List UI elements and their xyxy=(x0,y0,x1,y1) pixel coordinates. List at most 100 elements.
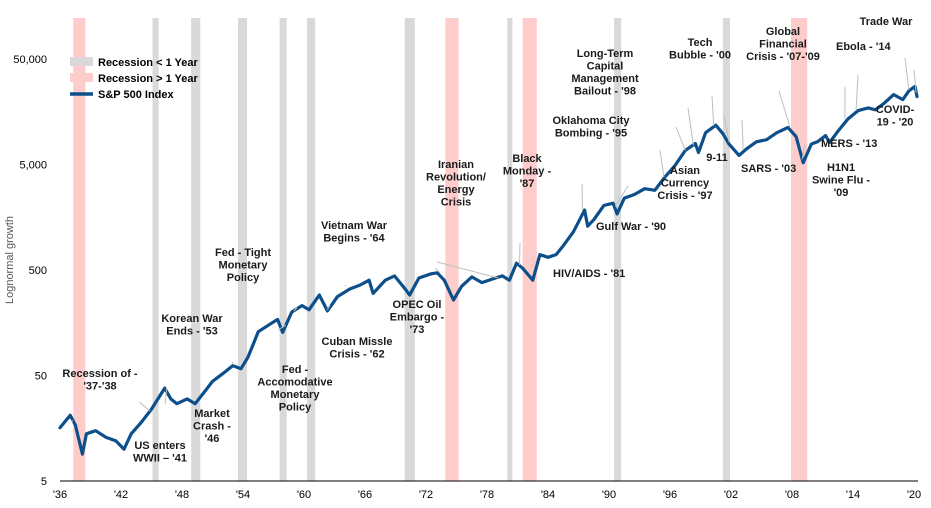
annotation-leader xyxy=(855,74,859,111)
annotation-text: Long-Term xyxy=(577,48,634,60)
x-tick-label: '72 xyxy=(419,489,433,501)
annotation: MERS - '13 xyxy=(821,86,877,150)
legend-item: S&P 500 Index xyxy=(70,89,174,101)
recession-band-long xyxy=(73,18,86,481)
y-tick-label: 5,000 xyxy=(19,160,47,172)
annotation-text: Currency xyxy=(661,178,710,190)
recession-band-short xyxy=(237,18,248,481)
x-tick-label: '02 xyxy=(724,489,738,501)
x-tick-label: '42 xyxy=(114,489,128,501)
y-tick-label: 50,000 xyxy=(13,54,47,66)
annotation-text: Crisis - '62 xyxy=(329,349,384,361)
annotation-leader xyxy=(164,388,168,405)
annotation-text: Management xyxy=(571,73,639,85)
annotation-text: 19 - '20 xyxy=(877,117,914,129)
annotation: COVID-19 - '20 xyxy=(876,69,917,129)
annotation-text: 9-11 xyxy=(706,152,727,164)
annotation-text: Gulf War - '90 xyxy=(596,221,666,233)
annotation-text: Trade War xyxy=(860,16,913,28)
annotation-text: Vietnam War xyxy=(321,220,388,232)
annotation-text: Fed - Tight xyxy=(215,247,271,259)
annotation-text: Korean War xyxy=(161,313,223,325)
annotation-text: Policy xyxy=(279,402,312,414)
legend: Recession < 1 Year Recession > 1 Year S&P … xyxy=(70,57,199,101)
recession-band-long xyxy=(445,18,459,481)
annotation-text: Crisis - '07-'09 xyxy=(746,51,820,63)
annotation-text: Begins - '64 xyxy=(323,233,385,245)
annotation-text: Accomodative xyxy=(257,377,332,389)
annotation-text: MERS - '13 xyxy=(821,138,877,150)
annotation-leader xyxy=(741,119,744,150)
recession-band-short xyxy=(507,18,513,481)
y-tick-label: 500 xyxy=(29,265,47,277)
recession-band-short xyxy=(279,18,287,481)
annotation-text: Bombing - '95 xyxy=(555,128,627,140)
legend-label: Recession > 1 Year xyxy=(98,73,199,85)
x-tick-label: '20 xyxy=(907,489,921,501)
annotation-text: Crisis - '97 xyxy=(657,190,712,202)
annotation-text: Energy xyxy=(437,184,475,196)
annotation-leader xyxy=(436,261,499,279)
annotation-text: H1N1 xyxy=(827,162,855,174)
x-tick-label: '48 xyxy=(175,489,189,501)
annotation-text: Market xyxy=(194,408,230,420)
annotation-leader xyxy=(277,324,286,331)
y-axis-label: Lognormal growth xyxy=(4,216,16,304)
recession-band-short xyxy=(152,18,159,481)
x-tick-label: '08 xyxy=(785,489,799,501)
annotation-leader xyxy=(778,90,791,128)
recession-band-long xyxy=(790,18,808,481)
annotation-text: '87 xyxy=(520,178,535,190)
x-tick-labels: '36 '42 '48 '54 '60 '66 '72 '78 '84 '90 '96 '02 '08 '… xyxy=(53,489,921,501)
y-tick-labels: 5 50 500 5,000 50,000 xyxy=(13,54,47,488)
annotation-leader xyxy=(904,57,910,90)
annotation-leader xyxy=(581,183,584,211)
annotation-text: HIV/AIDS - '81 xyxy=(553,268,625,280)
x-tick-label: '36 xyxy=(53,489,67,501)
series xyxy=(58,84,919,456)
annotation-text: Oklahoma City xyxy=(552,115,630,127)
annotation-leader xyxy=(913,69,917,93)
recession-band-short xyxy=(722,18,730,481)
annotation-leader xyxy=(231,361,235,366)
annotation-text: US enters xyxy=(134,440,185,452)
recession-band-short xyxy=(307,18,316,481)
annotation-text: Revolution/ xyxy=(426,172,486,184)
annotation-text: WWII – '41 xyxy=(133,453,187,465)
annotation: 9-11 xyxy=(706,114,730,164)
legend-label: Recession < 1 Year xyxy=(98,57,199,69)
annotation: Recession of -'37-'38 xyxy=(62,368,138,423)
x-tick-label: '96 xyxy=(663,489,677,501)
x-tick-label: '90 xyxy=(602,489,616,501)
annotation-text: '46 xyxy=(205,433,220,445)
annotation-text: Monetary xyxy=(271,389,321,401)
series-line-sp500 xyxy=(58,84,919,456)
x-tick-label: '60 xyxy=(297,489,311,501)
annotation-leader xyxy=(801,142,806,160)
x-tick-label: '78 xyxy=(480,489,494,501)
annotation-leader xyxy=(138,401,151,412)
y-tick-label: 5 xyxy=(41,476,47,488)
annotation-text: Policy xyxy=(227,272,260,284)
annotation-text: Ends - '53 xyxy=(166,326,218,338)
x-tick-label: '54 xyxy=(236,489,250,501)
recession-band-long xyxy=(522,18,537,481)
y-tick-label: 50 xyxy=(35,371,47,383)
x-tick-label: '66 xyxy=(358,489,372,501)
recession-band-short xyxy=(191,18,201,481)
annotation-text: Black xyxy=(512,153,542,165)
annotation-text: Swine Flu - xyxy=(812,175,870,187)
